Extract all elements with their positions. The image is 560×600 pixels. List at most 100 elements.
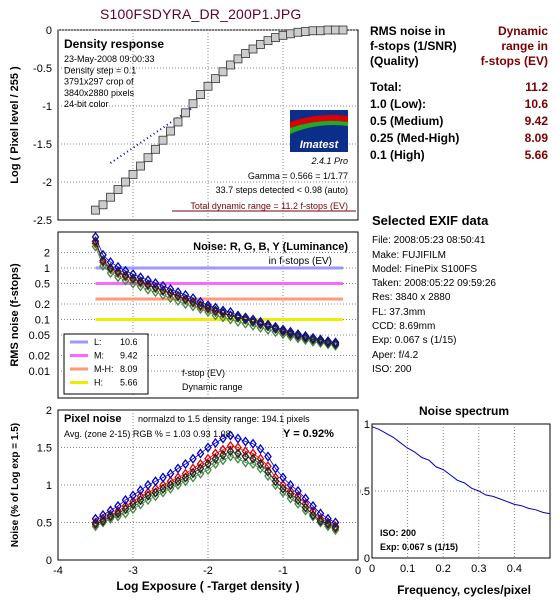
density-ylabel: Log ( Pixel level / 255 ) — [9, 66, 21, 184]
pixel-noise-point — [91, 517, 100, 528]
noise-point — [316, 336, 325, 347]
pixel-noise-point — [174, 463, 182, 474]
noise-point — [121, 265, 130, 276]
y-tick-label: 0.01 — [29, 366, 50, 378]
noise-point — [271, 321, 280, 332]
noise-point — [264, 321, 272, 332]
pixel-noise-point — [159, 483, 167, 494]
x-tick-label: 0 — [369, 563, 375, 575]
pixel-noise-point — [211, 453, 220, 464]
noise-point — [106, 267, 115, 279]
legend-label: H: — [94, 378, 103, 388]
density-point — [128, 169, 138, 179]
pixel-noise-point — [189, 453, 197, 464]
pixel-noise-point — [129, 503, 137, 515]
noise-point — [144, 284, 152, 295]
pixel-noise-point — [241, 436, 250, 447]
pixel-noise-point — [264, 461, 272, 472]
y-tick-label: 1.5 — [37, 443, 52, 455]
noise-point — [211, 302, 220, 313]
density-point — [143, 153, 153, 163]
noise-point — [114, 272, 122, 283]
pixel-noise-point — [211, 458, 220, 470]
spectrum-frame — [371, 423, 551, 559]
noise-point — [249, 314, 257, 325]
pixel-noise-point — [196, 448, 205, 459]
noise-point — [331, 339, 340, 350]
density-point — [211, 74, 220, 84]
x-tick-label: -1 — [278, 565, 288, 577]
legend-label: L: — [94, 337, 102, 347]
noise-point — [301, 330, 310, 342]
density-point — [241, 49, 250, 58]
density-point — [323, 25, 333, 35]
y-tick-label: 1 — [364, 419, 370, 431]
pixel-noise-point — [121, 508, 130, 519]
legend-value: 5.66 — [120, 378, 138, 388]
pixel-noise-point — [196, 458, 205, 470]
gamma-text: Gamma = 0.566 = 1/1.77 — [248, 171, 348, 181]
pixel-noise-y: Y = 0.92% — [283, 428, 334, 440]
noise-title: Noise: R, G, B, Y (Luminance) — [193, 241, 348, 253]
noise-point — [211, 310, 220, 321]
density-point — [98, 200, 108, 210]
dr-row-value: 9.42 — [524, 114, 548, 128]
exif-heading: Selected EXIF data — [372, 213, 489, 228]
noise-point — [121, 270, 130, 281]
density-point — [203, 81, 213, 91]
noise-point — [256, 318, 265, 330]
noise-ylabel: RMS noise (f-stops) — [9, 263, 21, 367]
pixel-noise-avg: Avg. (zone 2-15) RGB % = 1.03 0.93 1.08; — [64, 429, 233, 439]
x-tick-label: -2 — [203, 565, 213, 577]
noise-point — [256, 322, 265, 333]
noise-point — [196, 303, 205, 315]
pixel-noise-point — [189, 467, 197, 479]
noise-point — [91, 236, 100, 247]
density-point — [158, 135, 168, 145]
pixel-noise-point — [181, 458, 190, 470]
noise-point — [174, 290, 182, 301]
pixel-noise-point — [211, 437, 220, 449]
exif-line: Exp: 0.067 s (1/15) — [372, 335, 457, 347]
noise-point — [114, 261, 122, 273]
y-tick-label: -0.5 — [33, 63, 52, 75]
y-tick-label: -2 — [42, 177, 52, 189]
pixel-noise-point — [249, 448, 257, 459]
y-tick-label: 1 — [46, 480, 52, 492]
legend-label: M: — [94, 351, 104, 361]
y-tick-label: 0.5 — [35, 279, 50, 291]
total-dr-text: Total dynamic range = 11.2 f-stops (EV) — [190, 201, 348, 211]
y-tick-label: 0 — [46, 25, 52, 37]
density-point — [166, 126, 175, 136]
noise-point — [121, 275, 130, 286]
version-text: 2.4.1 Pro — [310, 156, 348, 166]
x-tick-label: -3 — [128, 565, 138, 577]
noise-point — [219, 307, 227, 318]
pixel-noise-point — [166, 479, 175, 491]
legend-note-dr: Dynamic range — [182, 382, 243, 392]
pixel-noise-point — [99, 517, 107, 528]
charts-svg: Density response 23-May-2008 09:00:33Den… — [9, 25, 361, 593]
legend-note-fstop: f-stop (EV) — [182, 368, 225, 378]
pixel-noise-point — [91, 513, 100, 524]
noise-point — [316, 334, 325, 345]
noise-point — [286, 326, 295, 337]
pixel-noise-point — [301, 502, 310, 513]
pixel-noise-point — [256, 443, 265, 455]
pixel-noise-point — [151, 487, 160, 498]
file-title: S100FSDYRA_DR_200P1.JPG — [100, 6, 302, 22]
density-point — [188, 99, 198, 109]
density-point — [301, 27, 310, 36]
pixel-noise-point — [219, 449, 227, 461]
pixel-noise-point — [219, 444, 227, 455]
noise-point — [226, 314, 235, 325]
pixel-noise-point — [189, 472, 197, 483]
x-tick-label: 0.2 — [436, 563, 451, 575]
dr-row-label: Total: — [370, 80, 402, 94]
y-tick-label: 2 — [46, 405, 52, 417]
pixel-noise-point — [234, 442, 242, 453]
pixel-noise-point — [211, 448, 220, 459]
spectrum-exp: Exp: 0.067 s (1/15) — [380, 542, 458, 552]
noise-point — [219, 305, 227, 316]
pixel-noise-point — [324, 513, 332, 524]
